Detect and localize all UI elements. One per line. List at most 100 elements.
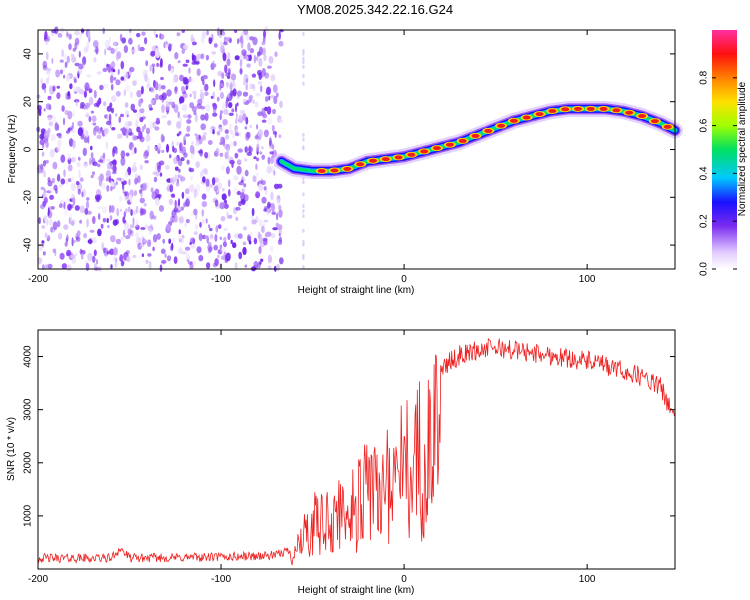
colorbar-tick-label: 0.6 xyxy=(699,118,710,132)
noise-speckle xyxy=(56,92,61,100)
noise-speckle xyxy=(237,38,240,45)
noise-speckle xyxy=(57,139,62,146)
noise-speckle xyxy=(45,103,51,110)
noise-speckle xyxy=(302,56,305,61)
noise-speckle xyxy=(69,83,73,90)
noise-speckle xyxy=(151,63,156,68)
noise-speckle xyxy=(124,102,129,108)
noise-speckle xyxy=(236,159,242,166)
noise-speckle xyxy=(251,73,257,78)
noise-speckle xyxy=(222,102,226,111)
noise-speckle xyxy=(199,89,203,93)
snr-y-tick-label: 4000 xyxy=(23,345,34,368)
spectrogram-y-tick-label: 40 xyxy=(23,48,34,60)
noise-speckle xyxy=(274,131,277,139)
noise-speckle xyxy=(105,141,108,150)
track-ridge-bead xyxy=(433,146,441,151)
spectrogram-x-tick-label: 100 xyxy=(579,274,596,285)
noise-speckle xyxy=(219,40,223,46)
noise-speckle xyxy=(227,52,231,61)
noise-speckle xyxy=(171,237,176,243)
noise-speckle xyxy=(60,69,63,75)
noise-speckle xyxy=(269,137,272,147)
noise-speckle xyxy=(119,195,123,202)
noise-speckle xyxy=(208,224,211,229)
noise-speckle xyxy=(162,238,165,244)
noise-speckle xyxy=(174,52,179,60)
noise-speckle xyxy=(235,206,241,211)
noise-speckle xyxy=(222,52,227,62)
noise-speckle xyxy=(211,33,214,42)
noise-speckle xyxy=(197,98,203,106)
noise-speckle xyxy=(155,93,159,101)
noise-speckle xyxy=(244,169,249,177)
noise-speckle xyxy=(64,241,68,247)
noise-speckle xyxy=(302,81,305,86)
noise-speckle xyxy=(110,264,113,269)
noise-speckle xyxy=(109,161,114,166)
spectrogram-x-tick-label: 0 xyxy=(401,274,407,285)
noise-speckle xyxy=(206,235,209,244)
noise-speckle xyxy=(258,183,264,192)
noise-speckle xyxy=(122,229,126,238)
noise-speckle xyxy=(185,195,191,200)
noise-speckle xyxy=(44,37,49,42)
noise-speckle xyxy=(243,183,247,188)
noise-speckle xyxy=(128,178,131,186)
noise-speckle xyxy=(145,134,151,142)
noise-speckle xyxy=(83,90,87,98)
noise-speckle xyxy=(235,128,239,133)
noise-speckle xyxy=(131,49,137,54)
noise-speckle xyxy=(104,128,109,138)
noise-speckle xyxy=(253,237,258,245)
noise-speckle xyxy=(124,125,130,129)
track-ridge-bead xyxy=(586,106,595,111)
noise-speckle xyxy=(235,112,238,119)
noise-speckle xyxy=(77,120,83,127)
noise-speckle xyxy=(233,187,239,193)
noise-speckle xyxy=(114,47,118,54)
noise-speckle xyxy=(183,135,187,144)
noise-speckle xyxy=(218,126,223,132)
noise-speckle xyxy=(93,263,97,268)
noise-speckle xyxy=(181,49,185,54)
noise-speckle xyxy=(233,141,237,147)
noise-speckle xyxy=(63,74,66,79)
track-ridge-bead xyxy=(407,152,416,157)
noise-speckle xyxy=(127,206,131,213)
noise-speckle xyxy=(225,166,230,175)
noise-speckle xyxy=(115,113,118,117)
noise-speckle xyxy=(142,112,145,117)
noise-speckle xyxy=(245,83,248,91)
noise-speckle xyxy=(119,254,124,262)
noise-speckle xyxy=(206,262,211,269)
noise-speckle xyxy=(204,151,209,159)
noise-speckle xyxy=(302,60,305,65)
noise-speckle xyxy=(42,160,47,167)
track-ridge-bead xyxy=(356,162,365,167)
noise-speckle xyxy=(245,78,249,83)
noise-speckle xyxy=(40,186,45,191)
noise-speckle xyxy=(139,197,145,204)
noise-speckle xyxy=(42,251,46,256)
noise-speckle xyxy=(52,85,56,92)
noise-speckle xyxy=(42,200,47,207)
noise-speckle xyxy=(181,29,185,33)
noise-speckle xyxy=(249,36,255,41)
noise-speckle xyxy=(255,191,261,199)
noise-speckle xyxy=(124,195,130,201)
noise-speckle xyxy=(247,42,251,52)
noise-speckle xyxy=(56,124,60,131)
noise-speckle xyxy=(161,92,167,101)
noise-speckle xyxy=(146,83,151,89)
noise-speckle xyxy=(150,50,156,57)
noise-speckle xyxy=(96,163,101,168)
noise-speckle xyxy=(98,213,101,220)
noise-speckle xyxy=(152,121,156,129)
noise-speckle xyxy=(60,178,66,185)
noise-speckle xyxy=(69,219,76,226)
noise-speckle xyxy=(106,250,111,255)
noise-speckle xyxy=(175,209,181,213)
noise-speckle xyxy=(181,251,188,255)
noise-speckle xyxy=(233,82,237,89)
